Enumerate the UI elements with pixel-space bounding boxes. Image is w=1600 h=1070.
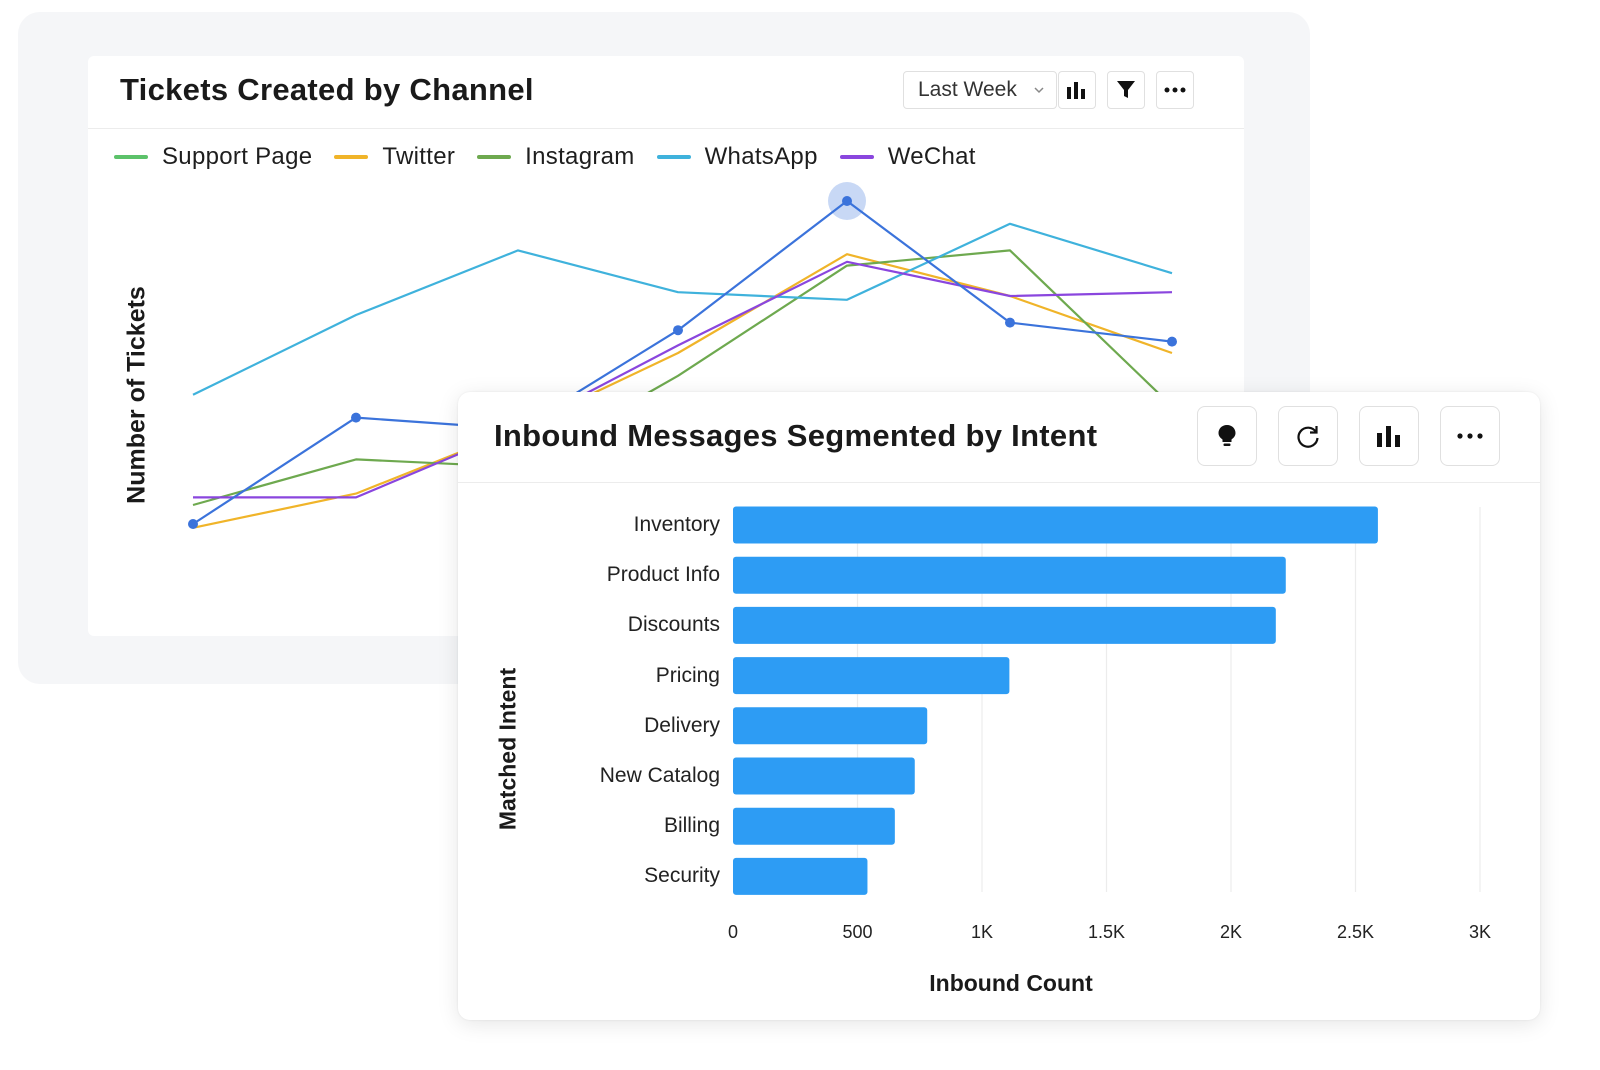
category-label-delivery: Delivery (644, 713, 720, 737)
legend-swatch (839, 155, 874, 159)
legend-label: WeChat (887, 143, 976, 170)
legend-label: Twitter (382, 143, 456, 170)
time-range-dropdown[interactable]: Last Week (903, 71, 1057, 109)
data-point[interactable] (842, 196, 852, 206)
bar-chart-icon (1377, 426, 1400, 447)
bar-chart-x-axis-label: Inbound Count (929, 970, 1093, 996)
data-point[interactable] (673, 325, 683, 336)
inbound-by-intent-card: Inbound Messages Segmented by Intent (458, 392, 1540, 1020)
category-label-new-catalog: New Catalog (599, 764, 720, 787)
refresh-icon (1297, 426, 1319, 448)
bar-chart (733, 506, 1481, 895)
x-tick-label: 3K (1468, 922, 1492, 942)
lightbulb-icon (1218, 425, 1236, 446)
legend-label: Support Page (162, 143, 313, 170)
bar-chart-icon (1067, 82, 1085, 99)
chart-legend: Support Page Twitter Instagram WhatsApp WeCh… (114, 140, 998, 174)
tickets-card-title: Tickets Created by Channel (120, 72, 534, 107)
x-tick-label: 0 (727, 922, 739, 942)
chart-type-button[interactable] (1359, 406, 1419, 466)
legend-label: WhatsApp (704, 143, 818, 170)
series-line-instagram (192, 249, 1173, 507)
category-label-discounts: Discounts (627, 613, 720, 637)
x-tick-label: 1K (970, 922, 994, 942)
legend-item-instagram[interactable]: Instagram (477, 143, 634, 171)
intent-card-header: Inbound Messages Segmented by Intent (458, 392, 1540, 483)
tickets-card-header: Tickets Created by Channel Last Week (88, 56, 1244, 129)
insights-button[interactable] (1197, 406, 1257, 466)
category-label-security: Security (644, 864, 720, 888)
time-range-dropdown-label: Last Week (918, 78, 1017, 101)
legend-swatch (114, 155, 148, 159)
more-options-button[interactable] (1440, 406, 1500, 466)
refresh-button[interactable] (1278, 406, 1338, 466)
legend-label: Instagram (525, 143, 635, 170)
bar-chart-y-axis-label: Matched Intent (494, 667, 521, 831)
bar-security[interactable] (733, 857, 868, 895)
intent-card-title: Inbound Messages Segmented by Intent (494, 418, 1098, 453)
category-label-inventory: Inventory (633, 513, 720, 536)
category-label-product-info: Product Info (606, 563, 720, 587)
x-tick-label: 2K (1219, 922, 1243, 942)
data-point[interactable] (351, 412, 361, 423)
more-options-button[interactable] (1156, 71, 1194, 109)
filter-icon (1117, 81, 1135, 98)
category-label-billing: Billing (663, 814, 720, 838)
legend-swatch (477, 155, 512, 159)
x-tick-label: 1.5K (1087, 922, 1126, 942)
category-label-pricing: Pricing (655, 663, 720, 687)
filter-button[interactable] (1107, 71, 1145, 109)
series-line-wechat (193, 260, 1173, 499)
bar-product-info[interactable] (733, 556, 1286, 594)
legend-swatch (334, 155, 369, 159)
data-point[interactable] (1005, 317, 1015, 328)
data-point[interactable] (188, 519, 198, 529)
more-icon (1164, 87, 1186, 93)
legend-swatch (656, 155, 691, 159)
legend-item-twitter[interactable]: Twitter (334, 143, 455, 171)
legend-item-whatsapp[interactable]: WhatsApp (656, 143, 818, 171)
series-line-whatsapp (192, 222, 1173, 396)
bar-billing[interactable] (733, 807, 895, 845)
data-point[interactable] (1167, 336, 1177, 347)
x-tick-label: 2.5K (1336, 922, 1375, 942)
bar-inventory[interactable] (733, 506, 1378, 544)
chevron-down-icon (1034, 87, 1044, 94)
legend-item-support-page[interactable]: Support Page (114, 143, 312, 171)
more-icon (1457, 433, 1483, 439)
bar-new-catalog[interactable] (733, 757, 915, 795)
bar-pricing[interactable] (733, 657, 1010, 695)
bar-delivery[interactable] (733, 707, 928, 745)
chart-type-button[interactable] (1058, 71, 1096, 109)
bar-discounts[interactable] (733, 606, 1276, 644)
x-tick-label: 500 (842, 922, 873, 942)
legend-item-wechat[interactable]: WeChat (839, 143, 976, 171)
